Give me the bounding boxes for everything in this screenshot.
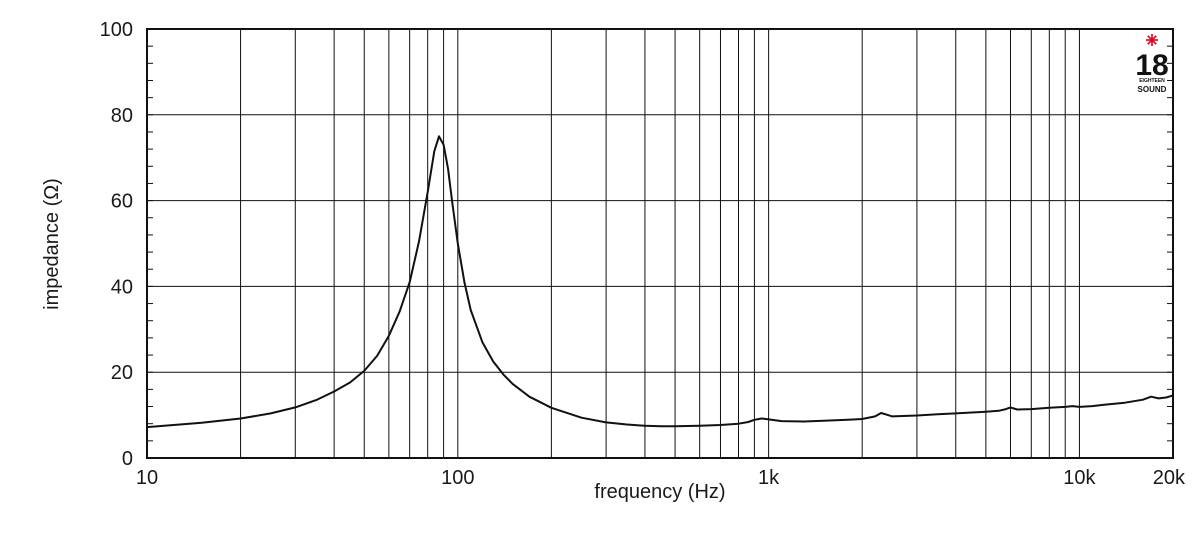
star-icon [1146,34,1158,46]
grid [147,29,1173,458]
x-axis-title: frequency (Hz) [594,481,725,503]
logo-number: 18 [1135,49,1168,82]
series-layer [146,135,1174,429]
y-tick-label: 0 [122,448,133,470]
x-tick-label: 10k [1063,467,1096,489]
star-ray [1147,35,1157,45]
y-axis-title: impedance (Ω) [41,178,63,310]
x-tick-labels: 10 100 1k 10k 20k [136,467,1186,489]
logo-line1: EIGHTEEN [1139,78,1165,84]
y-tick-label: 40 [111,276,133,298]
y-tick-label: 20 [111,362,133,384]
y-tick-label: 80 [111,105,133,127]
x-tick-label: 100 [441,467,474,489]
y-tick-label: 60 [111,191,133,213]
x-tick-label: 10 [136,467,158,489]
x-tick-label: 20k [1153,467,1186,489]
x-tick-label: 1k [758,467,780,489]
logo-line2: SOUND [1138,85,1167,94]
brand-logo: 18 EIGHTEEN SOUND [1135,34,1169,94]
impedance-series-line [146,135,1174,429]
y-tick-label: 100 [100,19,133,41]
y-tick-labels: 0 20 40 60 80 100 [100,19,133,470]
plot-frame [146,28,1174,459]
